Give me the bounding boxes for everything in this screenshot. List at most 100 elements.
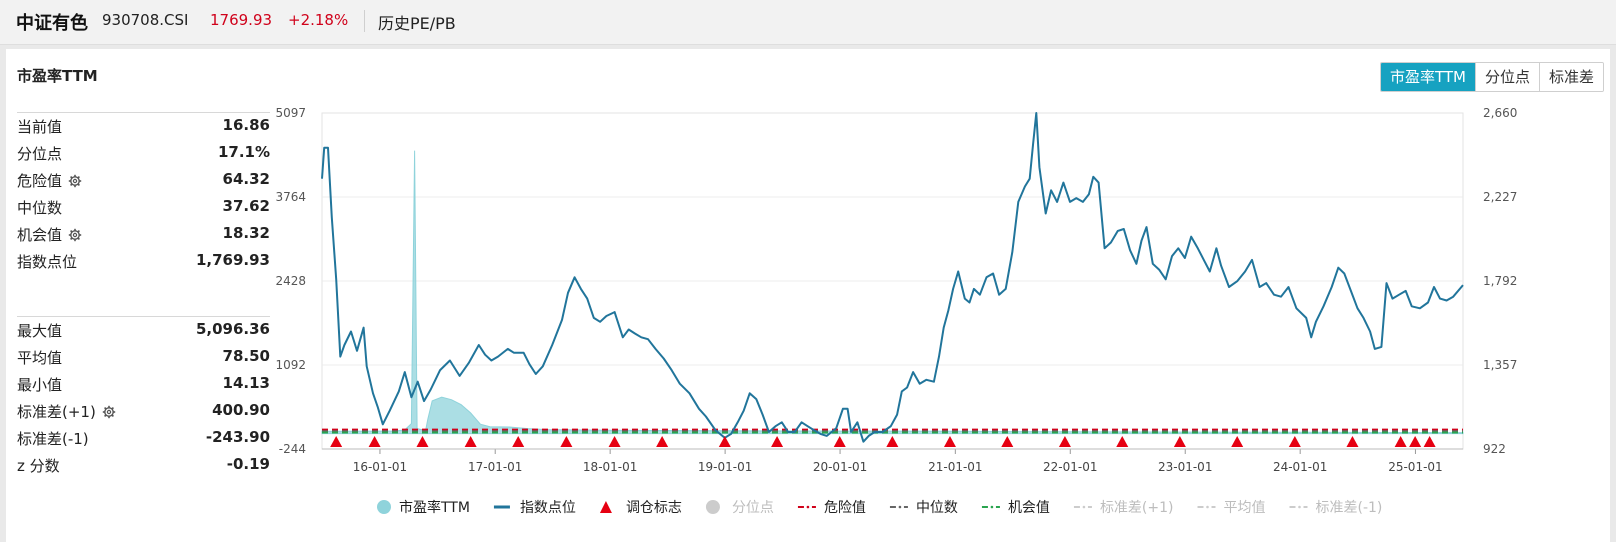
metric-switch: 市盈率TTM 分位点 标准差 [1379, 62, 1604, 92]
y-left-tick-label: -244 [279, 442, 306, 456]
legend-item[interactable]: 分位点 [705, 500, 774, 516]
legend-item[interactable]: 中位数 [889, 500, 958, 516]
stat-label-text: 最小值 [17, 376, 63, 394]
stat-label: 最小值 [17, 374, 62, 395]
rebalance-marker [833, 436, 846, 447]
stat-value: -0.19 [226, 455, 270, 473]
pe-panel: 市盈率TTM 市盈率TTM 分位点 标准差 当前值 16.86 分位点 17.1% 危险… [6, 49, 1610, 542]
std-dev-button[interactable]: 标准差 [1538, 63, 1603, 91]
rebalance-marker [1409, 436, 1422, 447]
legend-dot-icon [898, 505, 902, 509]
legend-item[interactable]: 市盈率TTM [377, 499, 470, 516]
rebalance-marker [1116, 436, 1129, 447]
y-left-tick-label: 1092 [275, 358, 306, 372]
y-right-tick-label: 2,227 [1483, 190, 1517, 204]
x-tick-label: 21-01-01 [928, 460, 982, 474]
x-tick-label: 17-01-01 [468, 460, 522, 474]
top-bar: 中证有色 930708.CSI 1769.93 +2.18% 历史PE/PB [0, 0, 1616, 45]
stat-value: 78.50 [222, 347, 270, 365]
stat-value: 18.32 [222, 224, 270, 242]
stat-label-text: z 分数 [17, 457, 60, 475]
percentile-button[interactable]: 分位点 [1474, 63, 1539, 91]
legend-label: 中位数 [916, 500, 958, 516]
index-code: 930708.CSI [102, 11, 189, 29]
stat-row: 当前值 16.86 [17, 113, 270, 140]
gear-icon[interactable] [68, 174, 82, 192]
stat-row: 机会值 18.32 [17, 221, 270, 248]
legend-circle-icon [705, 500, 720, 514]
stat-value: 16.86 [222, 116, 270, 134]
legend-item[interactable]: 机会值 [981, 500, 1050, 516]
legend-item[interactable]: 标准差(-1) [1289, 500, 1383, 516]
rebalance-marker [771, 436, 784, 447]
y-left-tick-label: 3764 [275, 190, 306, 204]
stat-row: 指数点位 1,769.93 [17, 248, 270, 275]
legend-item[interactable]: 指数点位 [493, 500, 576, 516]
x-tick-label: 18-01-01 [583, 460, 637, 474]
rebalance-marker [512, 436, 525, 447]
tab-history-pe-pb[interactable]: 历史PE/PB [378, 14, 456, 33]
gear-icon[interactable] [68, 228, 82, 246]
legend-dot-icon [990, 505, 994, 509]
y-right-tick-label: 1,792 [1483, 274, 1517, 288]
stat-row: 分位点 17.1% [17, 140, 270, 167]
stat-label-text: 标准差(+1) [17, 403, 96, 421]
stat-value: 64.32 [222, 170, 270, 188]
legend-label: 机会值 [1008, 500, 1050, 516]
stat-label: 标准差(+1) [17, 401, 116, 423]
index-change: +2.18% [288, 11, 349, 29]
stat-value: 17.1% [217, 143, 270, 161]
stat-label-text: 指数点位 [17, 253, 78, 271]
stat-label: 机会值 [17, 224, 82, 246]
legend-label: 市盈率TTM [399, 499, 470, 516]
stat-row: 标准差(-1) -243.90 [17, 425, 270, 452]
stat-label: 当前值 [17, 116, 62, 137]
rebalance-marker [1058, 436, 1071, 447]
legend-label: 危险值 [824, 500, 866, 516]
legend-item[interactable]: 危险值 [797, 500, 866, 516]
stat-value: 5,096.36 [195, 320, 270, 338]
panel-title: 市盈率TTM [17, 67, 98, 85]
stat-value: 37.62 [222, 197, 270, 215]
legend-dot-icon [1082, 505, 1086, 509]
legend-item[interactable]: 平均值 [1197, 500, 1266, 516]
stat-row: 最大值 5,096.36 [17, 317, 270, 344]
rebalance-marker [1346, 436, 1359, 447]
stat-value: 400.90 [212, 401, 270, 419]
rebalance-marker [464, 436, 477, 447]
stat-label: 指数点位 [17, 251, 77, 272]
stat-label: 平均值 [17, 347, 62, 368]
x-tick-label: 16-01-01 [353, 460, 407, 474]
rebalance-marker [416, 436, 429, 447]
rebalance-marker [656, 436, 669, 447]
rebalance-marker [1001, 436, 1014, 447]
rebalance-marker [1423, 436, 1436, 447]
pe-ttm-area [321, 150, 1464, 435]
pe-ttm-button[interactable]: 市盈率TTM [1380, 63, 1475, 91]
y-left-tick-label: 2428 [275, 274, 306, 288]
x-tick-label: 24-01-01 [1273, 460, 1327, 474]
legend-label: 调仓标志 [626, 500, 682, 516]
rebalance-marker [886, 436, 899, 447]
stat-label-text: 中位数 [17, 199, 63, 217]
y-right-tick-label: 922 [1483, 442, 1506, 456]
stat-label-text: 危险值 [17, 172, 63, 190]
stat-label-text: 标准差(-1) [17, 430, 89, 448]
index-line [321, 112, 1464, 443]
stat-label-text: 分位点 [17, 145, 63, 163]
stat-row: 危险值 64.32 [17, 167, 270, 194]
stat-label: 危险值 [17, 170, 82, 192]
stat-value: 14.13 [222, 374, 270, 392]
stat-label-text: 最大值 [17, 322, 63, 340]
rebalance-marker [1288, 436, 1301, 447]
legend-item[interactable]: 调仓标志 [599, 500, 682, 516]
rebalance-marker [943, 436, 956, 447]
index-name: 中证有色 [16, 13, 88, 34]
rebalance-marker [608, 436, 621, 447]
stat-value: 1,769.93 [195, 251, 270, 269]
stat-label: 中位数 [17, 197, 62, 218]
stat-label: 分位点 [17, 143, 62, 164]
legend-item[interactable]: 标准差(+1) [1073, 500, 1174, 516]
gear-icon[interactable] [102, 405, 116, 423]
